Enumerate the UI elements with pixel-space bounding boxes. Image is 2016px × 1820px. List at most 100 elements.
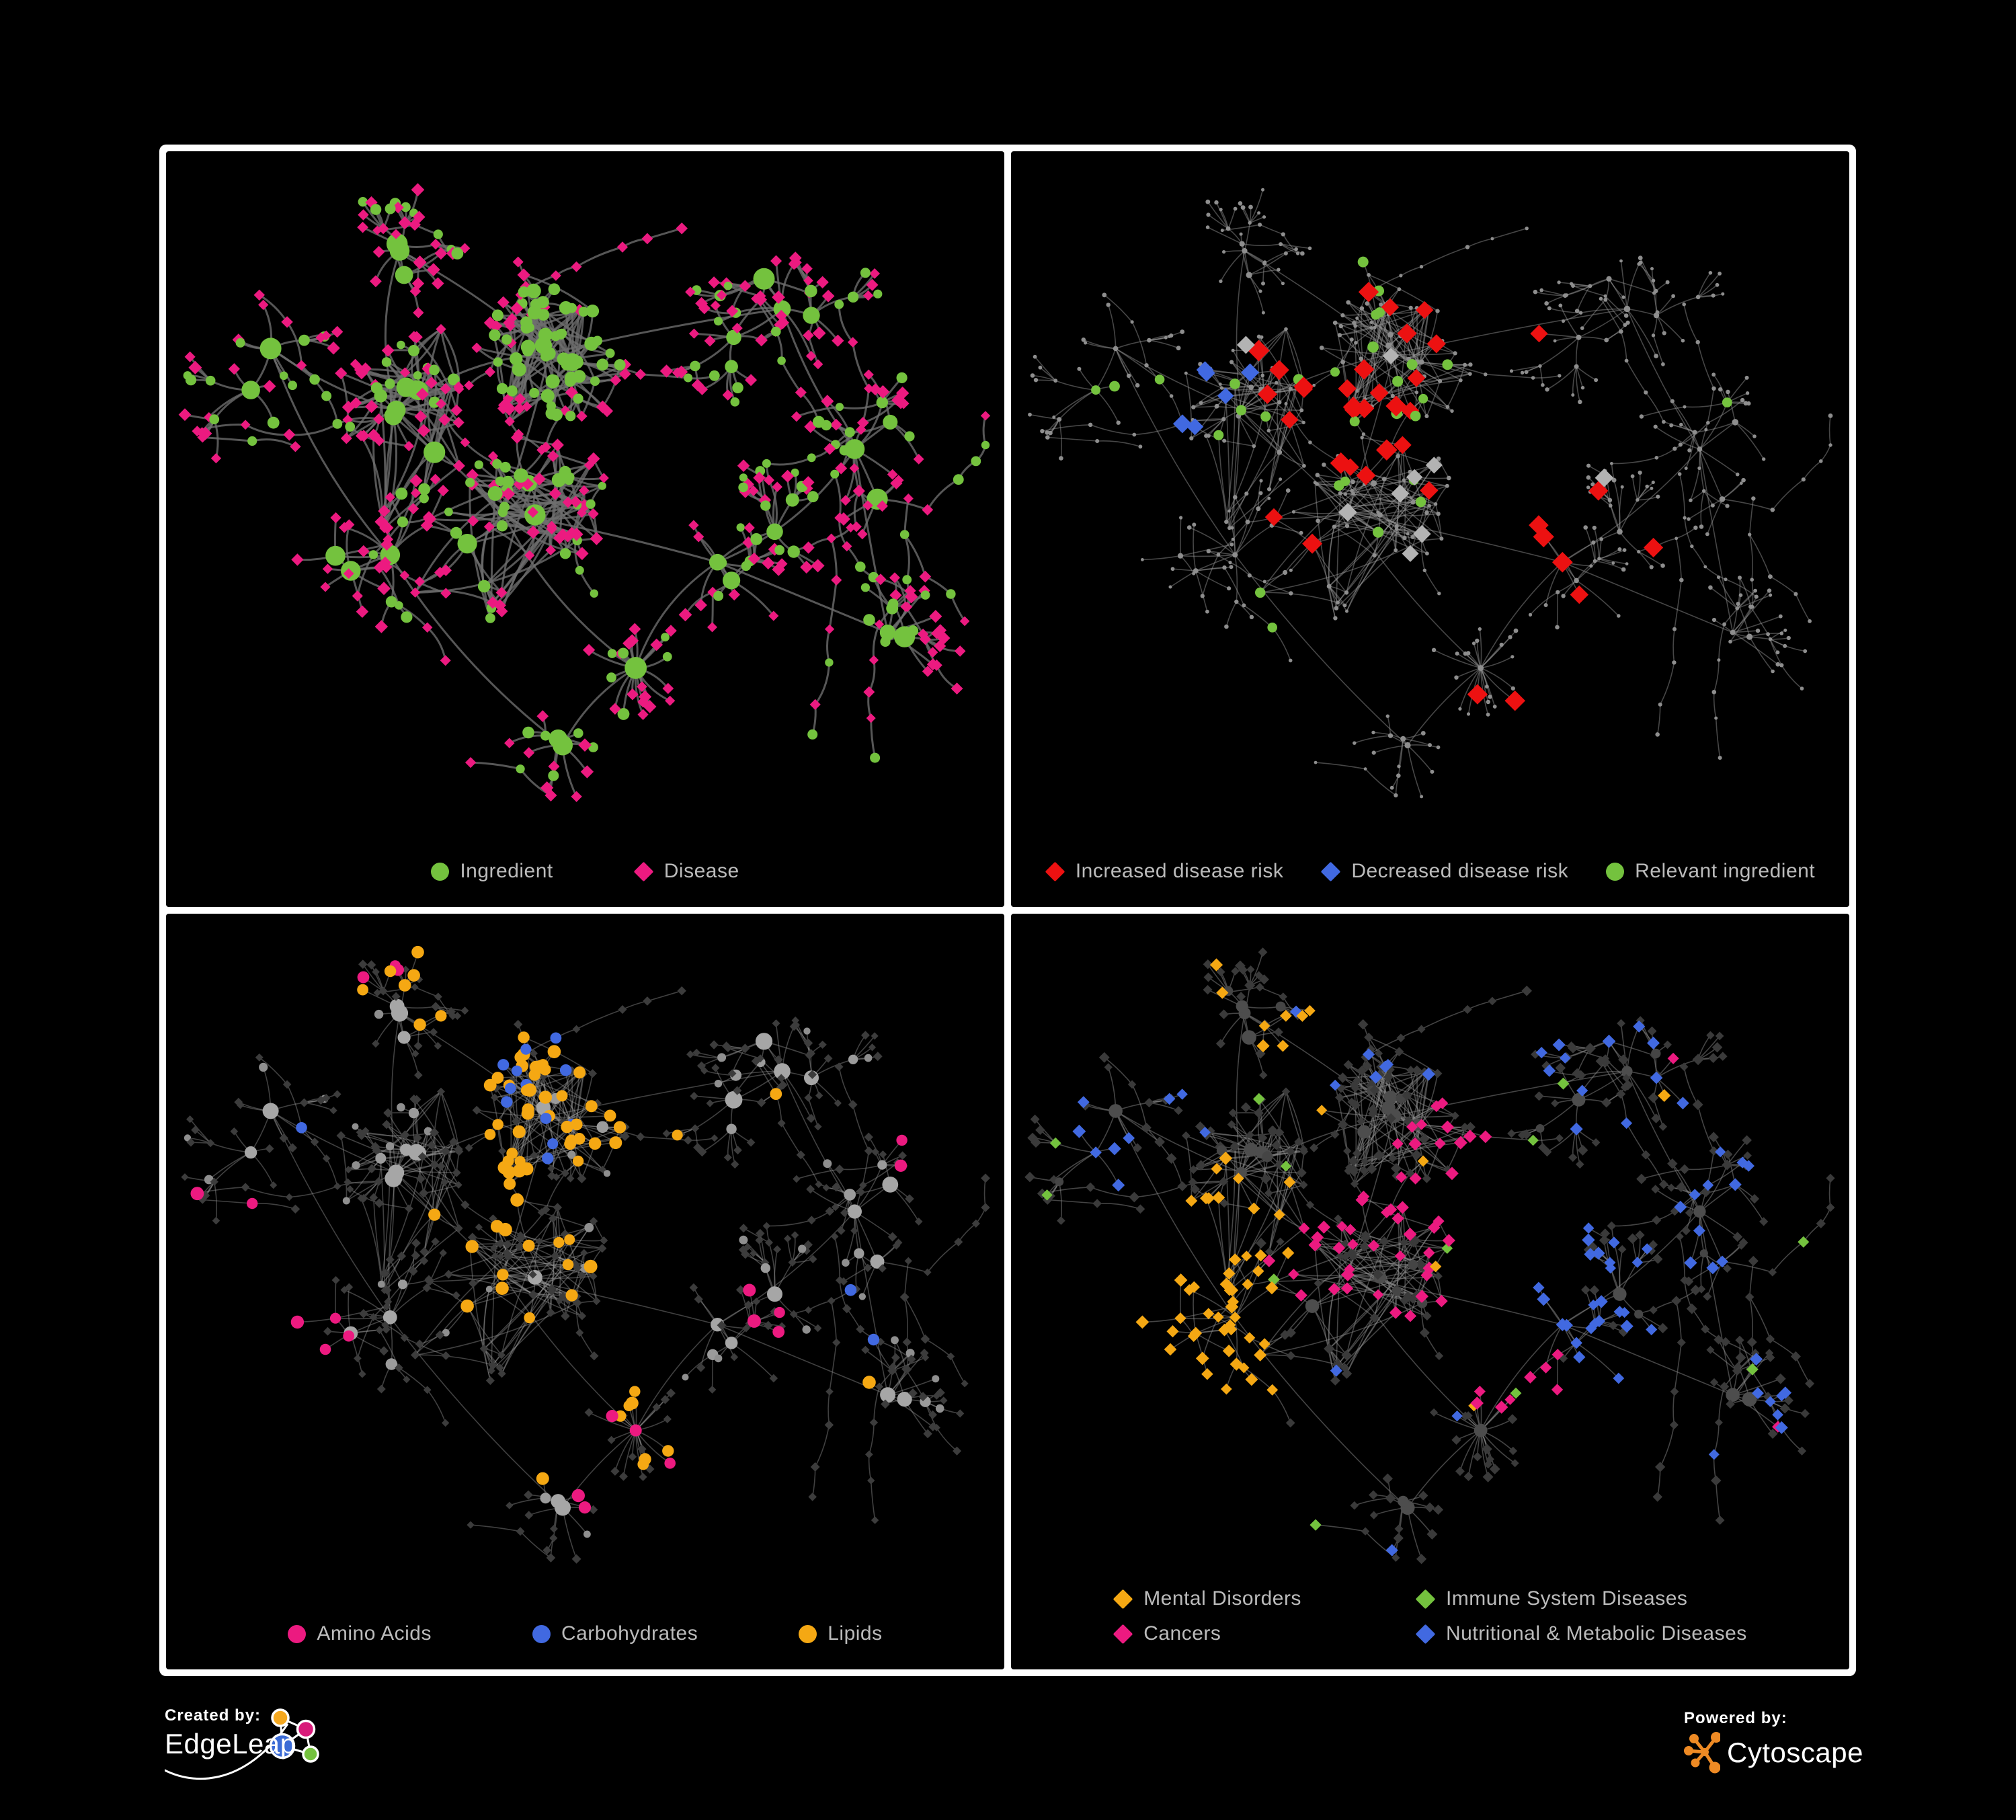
graph-node (1510, 686, 1515, 691)
graph-node (746, 1138, 756, 1147)
graph-node (826, 533, 836, 543)
graph-node (1649, 565, 1654, 569)
graph-node (1555, 1134, 1564, 1142)
graph-node (422, 622, 433, 633)
graph-node (932, 1375, 940, 1383)
graph-node (285, 1193, 293, 1201)
graph-node (1562, 319, 1565, 323)
graph-node (1351, 491, 1355, 496)
graph-node (263, 380, 276, 393)
graph-node (397, 1251, 407, 1261)
graph-node (1219, 386, 1224, 390)
graph-node (801, 263, 813, 274)
graph-node (1543, 1064, 1556, 1077)
graph-node (1641, 1150, 1651, 1160)
graph-node (1361, 1233, 1371, 1243)
graph-node (437, 485, 449, 497)
nodes-layer (178, 183, 991, 802)
graph-node (1390, 1162, 1402, 1174)
graph-node (358, 209, 369, 221)
graph-node (523, 747, 535, 758)
graph-node (625, 634, 639, 647)
graph-node (524, 1490, 533, 1500)
graph-node (1330, 1130, 1340, 1139)
graph-node (1342, 603, 1347, 608)
graph-node (1289, 568, 1293, 572)
graph-node (1227, 509, 1231, 513)
graph-node (1650, 1071, 1663, 1084)
graph-node (336, 1131, 346, 1140)
graph-node (522, 1239, 535, 1252)
graph-node (192, 426, 203, 437)
graph-node (1108, 1104, 1123, 1118)
graph-node (1623, 323, 1627, 327)
graph-node (583, 1259, 598, 1273)
graph-node (859, 1181, 867, 1189)
graph-node (1333, 616, 1338, 621)
graph-node (849, 463, 860, 473)
graph-node (1711, 690, 1717, 695)
graph-node (1636, 1173, 1647, 1185)
graph-node (1177, 553, 1184, 559)
graph-node (1088, 422, 1093, 427)
graph-node (583, 643, 596, 656)
graph-node (1703, 1292, 1712, 1301)
graph-node (1680, 1275, 1689, 1285)
graph-node (1265, 1281, 1279, 1295)
graph-node (522, 1103, 534, 1116)
graph-node (844, 1189, 856, 1201)
graph-node (832, 1182, 841, 1192)
graph-node (1230, 526, 1234, 530)
graph-node (417, 1152, 428, 1161)
graph-node (1538, 1142, 1547, 1152)
graph-node (1726, 389, 1730, 395)
graph-node (1742, 1160, 1755, 1172)
graph-node (785, 493, 799, 507)
graph-node (411, 945, 424, 959)
graph-node (321, 330, 331, 341)
graph-node (929, 610, 942, 623)
graph-node (1086, 1182, 1096, 1192)
graph-node (887, 1232, 897, 1242)
graph-node (584, 1408, 594, 1417)
graph-node (228, 363, 240, 375)
graph-node (1430, 1408, 1439, 1417)
graph-node (777, 1119, 786, 1127)
graph-node (1341, 1349, 1352, 1361)
graph-node (333, 1182, 341, 1190)
graph-node (549, 487, 562, 500)
graph-node (827, 1297, 836, 1305)
graph-node (1544, 301, 1549, 306)
graph-node (559, 1064, 572, 1076)
graph-node (346, 1185, 354, 1193)
panel-ingredient-disease: Ingredient Disease (166, 151, 1004, 907)
graph-node (1619, 329, 1623, 334)
graph-node (1224, 1319, 1236, 1331)
graph-node (1205, 199, 1211, 204)
graph-node (344, 519, 355, 530)
graph-node (607, 1435, 616, 1444)
graph-node (1127, 373, 1131, 378)
graph-node (419, 1188, 429, 1198)
circle-swatch-icon (1606, 862, 1625, 881)
graph-node (1314, 760, 1318, 764)
graph-node (1229, 542, 1234, 547)
graph-node (662, 1130, 671, 1138)
graph-node (575, 547, 589, 561)
graph-node (528, 1270, 542, 1285)
graph-node (1244, 491, 1249, 496)
graph-node (1800, 1409, 1810, 1419)
graph-node (870, 752, 881, 763)
graph-node (1169, 333, 1174, 338)
diamond-swatch-icon (1415, 1589, 1436, 1609)
graph-node (806, 1185, 815, 1194)
graph-node (1196, 361, 1214, 379)
graph-node (1236, 1000, 1248, 1013)
graph-node (1344, 1224, 1357, 1236)
graph-node (1341, 458, 1359, 476)
graph-node (1621, 295, 1625, 299)
graph-node (564, 1138, 576, 1150)
graph-node (1269, 360, 1289, 381)
graph-node (424, 1127, 432, 1136)
graph-node (484, 1129, 496, 1140)
